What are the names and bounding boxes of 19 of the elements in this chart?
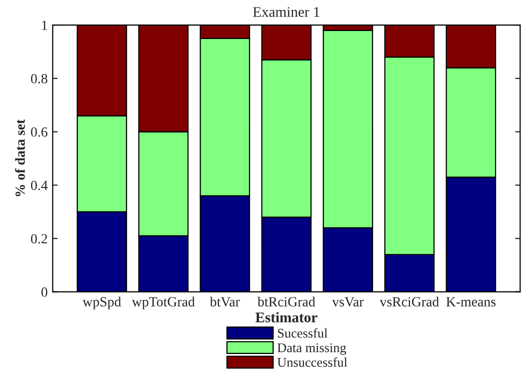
x-tick-label: K-means	[446, 297, 496, 306]
legend-label: Data missing	[277, 343, 346, 355]
x-tick-label: vsVar	[332, 297, 364, 307]
y-tick-label: 0.8	[31, 74, 48, 84]
chart-title: Examiner 1	[253, 7, 320, 17]
x-tick-label: wpTotGrad	[132, 296, 195, 310]
y-tick-label: 0.4	[31, 180, 48, 190]
x-tick-label: btRciGrad	[257, 296, 316, 306]
y-tick-label: 0.2	[31, 234, 48, 244]
x-tick-label: btVar	[210, 296, 240, 307]
y-tick-label: 0.6	[31, 127, 48, 137]
legend-label: Unsuccessful	[277, 357, 348, 367]
x-axis-title: Estimator	[255, 312, 318, 322]
y-tick-label: 1	[42, 20, 48, 30]
legend-label: Sucessful	[278, 328, 328, 338]
y-tick-label: 0	[41, 287, 48, 297]
x-tick-label: wpSpd	[82, 296, 122, 310]
y-axis-title: % of data set	[14, 119, 25, 196]
x-tick-label: vsRciGrad	[380, 296, 439, 306]
